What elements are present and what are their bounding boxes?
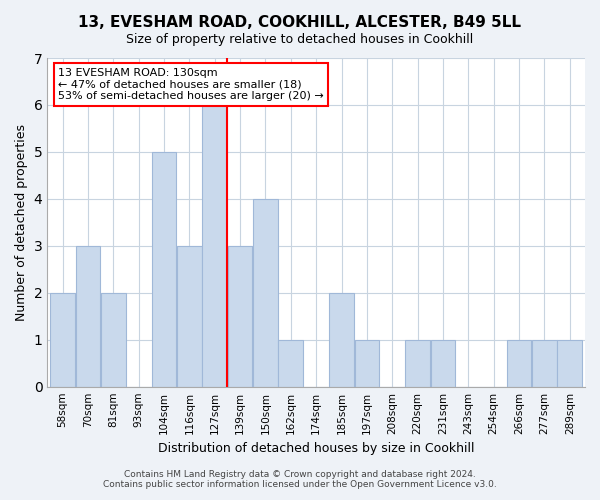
Y-axis label: Number of detached properties: Number of detached properties xyxy=(15,124,28,321)
Text: Contains HM Land Registry data © Crown copyright and database right 2024.
Contai: Contains HM Land Registry data © Crown c… xyxy=(103,470,497,489)
Bar xyxy=(177,246,202,386)
Text: 13 EVESHAM ROAD: 130sqm
← 47% of detached houses are smaller (18)
53% of semi-de: 13 EVESHAM ROAD: 130sqm ← 47% of detache… xyxy=(58,68,324,101)
Bar xyxy=(405,340,430,386)
Bar xyxy=(278,340,303,386)
Bar xyxy=(202,105,227,386)
Bar xyxy=(76,246,100,386)
Bar xyxy=(101,293,125,386)
X-axis label: Distribution of detached houses by size in Cookhill: Distribution of detached houses by size … xyxy=(158,442,475,455)
Bar xyxy=(329,293,354,386)
Bar xyxy=(532,340,557,386)
Bar xyxy=(152,152,176,386)
Bar xyxy=(507,340,532,386)
Bar xyxy=(253,199,278,386)
Bar xyxy=(557,340,582,386)
Text: Size of property relative to detached houses in Cookhill: Size of property relative to detached ho… xyxy=(127,32,473,46)
Bar xyxy=(50,293,75,386)
Bar xyxy=(355,340,379,386)
Bar xyxy=(431,340,455,386)
Bar xyxy=(228,246,253,386)
Text: 13, EVESHAM ROAD, COOKHILL, ALCESTER, B49 5LL: 13, EVESHAM ROAD, COOKHILL, ALCESTER, B4… xyxy=(79,15,521,30)
